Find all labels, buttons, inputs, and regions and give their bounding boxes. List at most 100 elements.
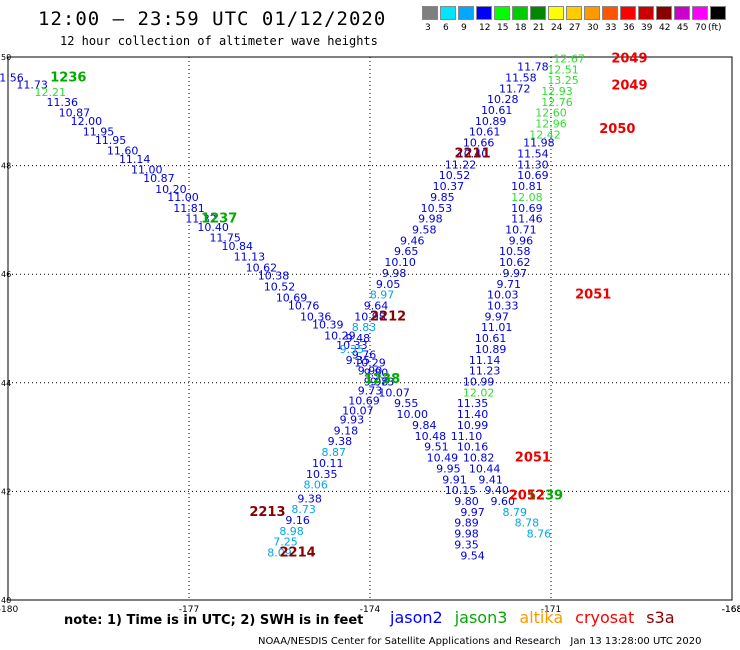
swh-value: 8.83 bbox=[352, 321, 377, 334]
pass-time-label: 1236 bbox=[50, 70, 86, 85]
swh-value: 12.00 bbox=[71, 115, 103, 128]
pass-time-label: 2212 bbox=[370, 309, 406, 324]
swh-value: 10.87 bbox=[143, 172, 175, 185]
swh-value: 9.97 bbox=[484, 310, 509, 323]
swh-value: 10.37 bbox=[433, 180, 465, 193]
swh-value: 11.58 bbox=[505, 71, 537, 84]
color-swatch-label: 33 bbox=[605, 23, 617, 33]
color-swatch-label: 70 bbox=[695, 23, 707, 33]
swh-value: 11.46 bbox=[511, 213, 543, 226]
swh-value: 11.13 bbox=[234, 251, 266, 264]
swh-value: 10.29 bbox=[354, 357, 386, 370]
swh-value: 9.95 bbox=[436, 462, 461, 475]
swh-value: 9.18 bbox=[334, 424, 359, 437]
color-swatch bbox=[476, 6, 492, 20]
swh-value: 11.81 bbox=[173, 202, 205, 215]
color-swatch-label: 39 bbox=[641, 23, 653, 33]
swh-value: 9.71 bbox=[497, 278, 522, 291]
color-swatch-label: 15 bbox=[497, 23, 509, 33]
swh-value: 9.38 bbox=[328, 435, 353, 448]
swh-value: 9.73 bbox=[370, 376, 395, 389]
swh-value: 10.69 bbox=[348, 395, 380, 408]
footer-credit: NOAA/NESDIS Center for Satellite Applica… bbox=[258, 636, 702, 647]
swh-value: 10.29 bbox=[324, 329, 356, 342]
swh-value: 8.76 bbox=[527, 528, 552, 541]
swh-value: 11.73 bbox=[16, 78, 48, 91]
color-swatch-label: 21 bbox=[533, 23, 545, 33]
swh-value: 9.64 bbox=[364, 299, 389, 312]
swh-value: 8.98 bbox=[279, 525, 304, 538]
swh-value: 10.39 bbox=[312, 319, 344, 332]
pass-time-label: 1238 bbox=[364, 372, 400, 387]
swh-value: 11.00 bbox=[131, 164, 163, 177]
swh-value: 10.36 bbox=[300, 310, 332, 323]
pass-time-label: 2052 bbox=[509, 489, 545, 504]
color-swatch-label: 12 bbox=[479, 23, 491, 33]
swh-value: 8.78 bbox=[515, 517, 540, 530]
swh-value: 9.48 bbox=[346, 332, 371, 345]
x-tick-label: -180 bbox=[0, 605, 18, 615]
x-tick-label: -171 bbox=[541, 605, 561, 615]
swh-value: 10.99 bbox=[463, 376, 495, 389]
pass-time-label: 2049 bbox=[611, 79, 647, 94]
pass-time-label: 2049 bbox=[611, 51, 647, 66]
swh-value: 10.33 bbox=[336, 339, 368, 352]
swh-value: 10.38 bbox=[258, 270, 290, 283]
swh-value: 11.14 bbox=[469, 354, 501, 367]
swh-value: 8.06 bbox=[303, 479, 328, 492]
swh-value: 10.89 bbox=[475, 343, 507, 356]
x-tick-label: -168 bbox=[722, 605, 740, 615]
swh-value: 10.10 bbox=[384, 256, 416, 269]
swh-value: 9.97 bbox=[503, 267, 528, 280]
color-swatch bbox=[656, 6, 672, 20]
swh-value: 9.35 bbox=[454, 538, 479, 551]
swh-value: 12.21 bbox=[34, 86, 66, 99]
swh-value: 10.69 bbox=[511, 202, 543, 215]
color-swatch-label: 36 bbox=[623, 23, 635, 33]
color-swatch bbox=[458, 6, 474, 20]
swh-value: 10.48 bbox=[415, 430, 447, 443]
swh-value: 10.40 bbox=[457, 147, 489, 160]
swh-value: 10.58 bbox=[499, 245, 531, 258]
swh-value: 12.96 bbox=[535, 118, 567, 131]
swh-value: 10.82 bbox=[463, 452, 495, 465]
swh-value: 9.98 bbox=[382, 267, 407, 280]
swh-value: 10.69 bbox=[517, 169, 549, 182]
swh-value: 10.07 bbox=[342, 404, 374, 417]
color-swatch-label: 18 bbox=[515, 23, 527, 33]
swh-value: 10.33 bbox=[487, 299, 519, 312]
swh-value: 11.54 bbox=[517, 147, 549, 160]
color-swatch bbox=[440, 6, 456, 20]
swh-value: 9.55 bbox=[394, 397, 419, 410]
color-swatch-label: 30 bbox=[587, 23, 599, 33]
swh-value: 9.91 bbox=[442, 473, 467, 486]
color-swatch bbox=[638, 6, 654, 20]
swh-value: 11.98 bbox=[523, 137, 555, 150]
swh-value: 9.41 bbox=[478, 473, 503, 486]
color-swatch-label: (ft) bbox=[708, 23, 722, 33]
swh-value: 10.03 bbox=[487, 289, 519, 302]
swh-value: 10.61 bbox=[481, 104, 513, 117]
swh-value: 11.00 bbox=[167, 191, 199, 204]
swh-value: 9.97 bbox=[460, 506, 485, 519]
color-swatch-label: 27 bbox=[569, 23, 581, 33]
swh-value: 10.53 bbox=[421, 202, 453, 215]
swh-value: 9.35 bbox=[340, 343, 365, 356]
swh-value: 9.51 bbox=[424, 441, 449, 454]
swh-value: 11.78 bbox=[517, 61, 549, 74]
swh-value: 9.98 bbox=[454, 528, 479, 541]
swh-value: 9.98 bbox=[418, 213, 443, 226]
swh-value: 10.28 bbox=[487, 93, 519, 106]
swh-value: 9.80 bbox=[364, 366, 389, 379]
swh-value: 10.07 bbox=[378, 386, 410, 399]
color-swatch-label: 3 bbox=[425, 23, 431, 33]
swh-value: 10.66 bbox=[463, 137, 495, 150]
swh-value: 9.93 bbox=[340, 414, 365, 427]
legend-entry-s3a: s3a bbox=[646, 608, 675, 627]
swh-value: 9.65 bbox=[394, 245, 419, 258]
y-tick-label: 42 bbox=[1, 487, 11, 496]
swh-value: 11.72 bbox=[499, 82, 531, 95]
swh-value: 11.60 bbox=[107, 145, 139, 158]
x-tick-label: -168 bbox=[722, 605, 740, 615]
color-swatch bbox=[512, 6, 528, 20]
